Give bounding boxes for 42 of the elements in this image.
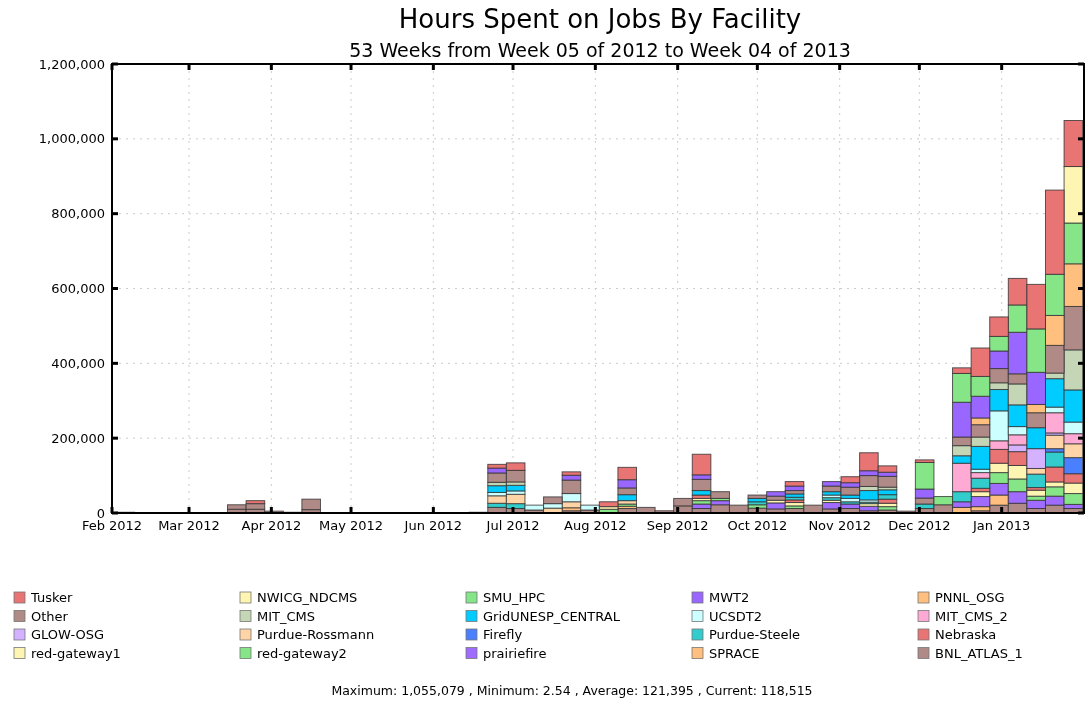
legend-label: prairiefire [483, 645, 547, 661]
legend-label: UCSDT2 [709, 608, 763, 624]
chart-title: Hours Spent on Jobs By Facility [398, 4, 802, 34]
legend-label: PNNL_OSG [935, 590, 1005, 605]
legend-label: SPRACE [709, 645, 760, 661]
legend-label: Purdue-Rossmann [257, 627, 375, 642]
x-tick-label: Jun 2012 [403, 518, 463, 533]
legend-label: BNL_ATLAS_1 [935, 645, 1023, 661]
chart-subtitle: 53 Weeks from Week 05 of 2012 to Week 04 of 2013 [349, 39, 851, 61]
legend-label: red-gateway2 [257, 645, 347, 661]
x-tick-label: Apr 2012 [241, 518, 302, 533]
legend-label: Purdue-Steele [709, 627, 801, 642]
y-tick-label: 200,000 [51, 430, 105, 446]
y-tick-label: 1,000,000 [38, 131, 105, 147]
y-tick-label: 800,000 [51, 206, 105, 222]
legend-label: GridUNESP_CENTRAL [483, 608, 621, 624]
y-tick-label: 0 [96, 505, 105, 521]
x-tick-label: Aug 2012 [564, 518, 627, 533]
x-tick-label: May 2012 [318, 518, 384, 533]
text: Maximum: 1,055,079 , Minimum: 2.54 , Average: 121,395 , Current: 118,515 [331, 683, 813, 698]
y-tick-label: 400,000 [51, 355, 105, 371]
x-tick-label: Oct 2012 [727, 518, 788, 533]
legend-label: GLOW-OSG [31, 627, 105, 642]
x-tick-label: Dec 2012 [888, 518, 951, 533]
legend-label: SMU_HPC [483, 590, 546, 605]
legend-label: NWICG_NDCMS [257, 590, 358, 605]
legend-label: Other [31, 608, 69, 624]
x-tick-label: Feb 2012 [81, 518, 143, 533]
x-tick-label: Mar 2012 [158, 518, 220, 533]
x-tick-label: Sep 2012 [646, 518, 709, 533]
legend-label: MIT_CMS [257, 608, 316, 624]
x-tick-label: Nov 2012 [808, 518, 871, 533]
legend-label: MWT2 [709, 590, 750, 605]
legend-label: Firefly [483, 627, 523, 642]
x-tick-label: Jul 2012 [485, 518, 540, 533]
y-tick-label: 600,000 [51, 281, 105, 297]
legend-label: Nebraska [935, 627, 997, 642]
legend-label: Tusker [30, 590, 74, 605]
legend-label: red-gateway1 [31, 645, 121, 661]
y-tick-label: 1,200,000 [38, 56, 105, 72]
legend-label: MIT_CMS_2 [935, 608, 1008, 624]
x-tick-label: Jan 2013 [972, 518, 1031, 533]
